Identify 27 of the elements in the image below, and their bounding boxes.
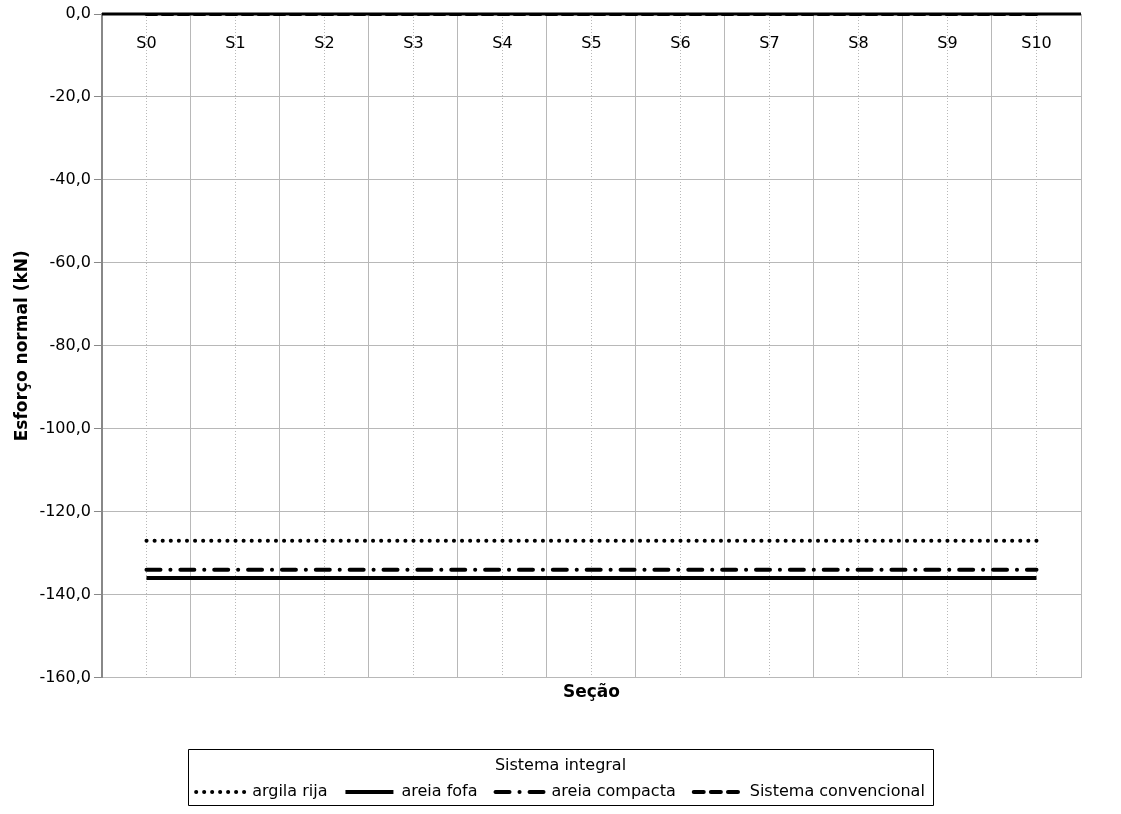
x-tick-label: S9 [937, 33, 958, 53]
y-tick-label: -60,0 [49, 252, 91, 272]
y-tick-label: -120,0 [39, 500, 91, 520]
y-tick-label: -20,0 [49, 86, 91, 106]
y-tick-label: -100,0 [39, 417, 91, 437]
legend-label: areia fofa [401, 781, 478, 801]
x-axis-title: Seção [562, 680, 620, 701]
y-axis-title: Esforço normal (kN) [10, 250, 31, 442]
x-tick-label: S2 [314, 33, 335, 53]
x-tick-label: S8 [848, 33, 869, 53]
y-tick-label: -40,0 [49, 169, 91, 189]
x-tick-label: S0 [136, 33, 157, 53]
legend-label: areia compacta [551, 781, 676, 801]
legend-label: Sistema convencional [749, 781, 925, 801]
x-tick-label: S5 [581, 33, 602, 53]
y-tick-label: 0,0 [65, 3, 91, 23]
y-tick-label: -80,0 [49, 334, 91, 354]
x-tick-label: S7 [759, 33, 780, 53]
legend-label: argila rija [252, 781, 328, 801]
x-tick-label: S10 [1021, 33, 1052, 53]
y-tick-label: -160,0 [39, 666, 91, 686]
x-tick-label: S6 [670, 33, 691, 53]
y-tick-label: -140,0 [39, 583, 91, 603]
x-tick-label: S4 [492, 33, 513, 53]
x-tick-label: S1 [225, 33, 246, 53]
legend-title: Sistema integral [494, 755, 627, 775]
x-tick-label: S3 [403, 33, 424, 53]
